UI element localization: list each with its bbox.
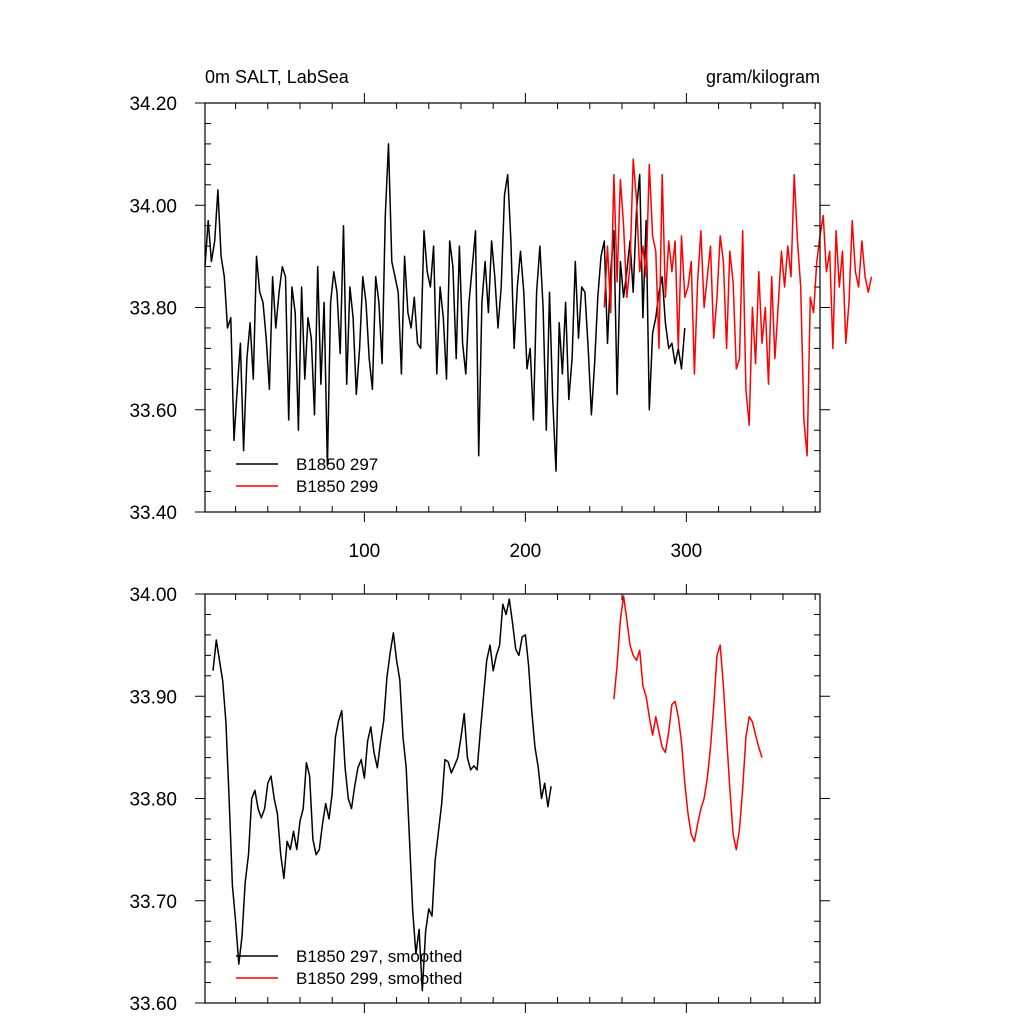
top-series-line-0 <box>204 143 686 472</box>
top-x-tick-label: 300 <box>671 541 703 562</box>
bottom-series-line-0 <box>212 598 552 992</box>
bottom-y-tick-label: 33.60 <box>129 994 177 1015</box>
bottom-panel-legend: B1850 297, smoothed B1850 299, smoothed <box>236 947 462 988</box>
top-x-tick-label: 200 <box>510 541 542 562</box>
bottom-y-tick-label: 33.80 <box>129 790 177 811</box>
top-x-tick-label: 100 <box>349 541 381 562</box>
top-panel-series <box>204 143 873 472</box>
bottom-panel-series <box>212 595 763 992</box>
top-panel-legend: B1850 297 B1850 299 <box>236 455 378 496</box>
top-legend-label-1: B1850 299 <box>296 477 378 496</box>
bottom-y-tick-label: 33.70 <box>129 892 177 913</box>
left-title: 0m SALT, LabSea <box>205 67 350 87</box>
bottom-panel-frame <box>204 593 821 1004</box>
bottom-panel: 33.60 33.70 33.80 33.90 34.00 B1850 297, smo… <box>129 584 830 1015</box>
bottom-panel-ticks <box>195 584 830 1013</box>
top-legend-label-0: B1850 297 <box>296 455 378 474</box>
bottom-legend-label-0: B1850 297, smoothed <box>296 947 462 966</box>
bottom-y-tick-label: 34.00 <box>129 585 177 606</box>
top-y-tick-label: 34.20 <box>129 94 177 115</box>
top-panel-frame <box>204 102 821 513</box>
top-panel-ticks <box>195 93 830 522</box>
top-y-tick-label: 33.80 <box>129 299 177 320</box>
top-y-tick-label: 33.60 <box>129 401 177 422</box>
top-series-line-1 <box>603 158 873 457</box>
top-y-tick-label: 34.00 <box>129 196 177 217</box>
top-panel: 100 200 300 33.40 33.60 33.80 34.00 34.20 B1850… <box>129 93 873 562</box>
bottom-panel-tick-labels: 33.60 33.70 33.80 33.90 34.00 <box>129 585 177 1015</box>
bottom-legend-label-1: B1850 299, smoothed <box>296 969 462 988</box>
right-title: gram/kilogram <box>706 67 820 87</box>
top-y-tick-label: 33.40 <box>129 503 177 524</box>
bottom-y-tick-label: 33.90 <box>129 687 177 708</box>
top-panel-tick-labels: 100 200 300 33.40 33.60 33.80 34.00 34.20 <box>129 94 702 562</box>
bottom-series-line-1 <box>613 595 763 851</box>
